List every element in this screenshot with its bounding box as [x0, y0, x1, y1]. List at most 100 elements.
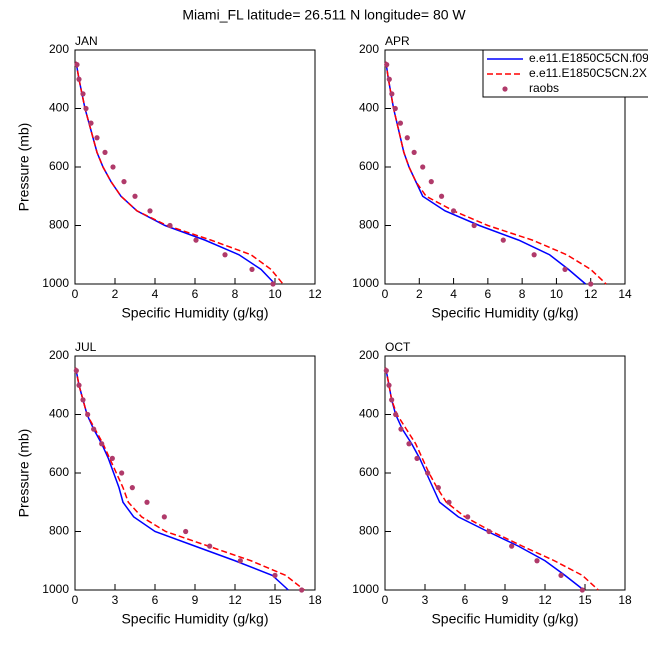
x-tick-label: 9	[192, 593, 199, 607]
observation-point	[588, 281, 594, 287]
observation-point	[450, 208, 457, 214]
observation-point	[420, 164, 426, 170]
y-tick-label: 600	[359, 159, 379, 173]
observation-point	[411, 149, 417, 155]
observation-point	[110, 164, 116, 170]
x-axis-label: Specific Humidity (g/kg)	[431, 305, 578, 321]
observation-point	[183, 528, 189, 535]
observation-point	[392, 105, 398, 112]
observation-point	[119, 470, 125, 476]
observation-point	[167, 222, 173, 229]
y-tick-label: 200	[49, 42, 69, 56]
x-tick-label: 12	[538, 593, 552, 607]
observation-point	[272, 572, 278, 578]
observation-point	[435, 485, 441, 491]
x-tick-label: 6	[462, 593, 469, 607]
observation-point	[249, 266, 255, 272]
observation-point	[237, 558, 243, 564]
x-tick-label: 6	[192, 287, 199, 301]
observation-point	[76, 76, 82, 82]
x-tick-label: 8	[232, 287, 239, 301]
x-tick-label: 10	[550, 287, 564, 301]
x-tick-label: 3	[112, 593, 119, 607]
profile-line	[385, 61, 607, 285]
panel-title: APR	[385, 34, 410, 48]
x-tick-label: 18	[308, 593, 322, 607]
x-tick-label: 8	[519, 287, 526, 301]
y-tick-label: 1000	[352, 276, 379, 290]
y-tick-label: 200	[359, 42, 379, 56]
y-axis-label: Pressure (mb)	[16, 123, 32, 212]
observation-point	[509, 543, 515, 549]
x-tick-label: 15	[268, 593, 282, 607]
observation-point	[73, 368, 79, 374]
observation-point	[562, 266, 568, 272]
x-tick-label: 6	[152, 593, 159, 607]
observation-point	[406, 441, 412, 447]
y-tick-label: 400	[359, 407, 379, 421]
observation-point	[85, 411, 91, 418]
panel: JAN 0 2 4 6 8 10 12 200 400 600 800 1000 Specific Hum…	[16, 34, 322, 321]
observation-point	[438, 193, 445, 199]
x-tick-label: 9	[502, 593, 509, 607]
observation-point	[99, 441, 105, 447]
observation-point	[531, 252, 537, 258]
y-tick-label: 1000	[352, 582, 379, 596]
x-tick-label: 12	[584, 287, 598, 301]
observation-point	[94, 135, 100, 141]
y-tick-label: 600	[359, 465, 379, 479]
observation-point	[222, 252, 228, 258]
legend-label: raobs	[529, 81, 559, 95]
x-tick-label: 4	[450, 287, 457, 301]
profile-line	[384, 367, 599, 591]
x-tick-label: 12	[228, 593, 242, 607]
observation-point	[88, 120, 94, 126]
x-axis-label: Specific Humidity (g/kg)	[121, 305, 268, 321]
observation-point	[393, 411, 399, 418]
y-tick-label: 200	[359, 348, 379, 362]
y-axis-label: Pressure (mb)	[16, 429, 32, 518]
observation-point	[414, 455, 420, 461]
y-tick-label: 800	[49, 524, 69, 538]
x-tick-label: 14	[618, 287, 632, 301]
panel-title: JAN	[75, 34, 98, 48]
observation-point	[102, 149, 108, 155]
x-tick-label: 2	[416, 287, 423, 301]
panel: OCT 0 3 6 9 12 15 18 200 400 600 800 1000 Specific Hu…	[352, 340, 632, 627]
observation-point	[80, 397, 86, 403]
observation-point	[398, 426, 404, 432]
y-tick-label: 1000	[42, 276, 69, 290]
observation-point	[404, 135, 410, 141]
panel: JUL 0 3 6 9 12 15 18 200 400 600 800 1000 Specific Hu…	[16, 340, 322, 627]
x-axis-label: Specific Humidity (g/kg)	[431, 611, 578, 627]
observation-point	[80, 91, 86, 97]
panel: APR 0 2 4 6 8 10 12 14 200 400 600 800 1000 Specific H…	[352, 34, 648, 321]
observation-point	[397, 120, 404, 126]
x-tick-label: 0	[382, 287, 389, 301]
y-tick-label: 600	[49, 159, 69, 173]
observation-point	[471, 222, 477, 229]
x-tick-label: 3	[422, 593, 429, 607]
y-tick-label: 400	[359, 101, 379, 115]
figure-title: Miami_FL latitude= 26.511 N longitude= 8…	[182, 7, 466, 23]
observation-point	[389, 91, 395, 97]
observation-point	[486, 528, 492, 535]
x-tick-label: 18	[618, 593, 632, 607]
observation-point	[109, 455, 115, 461]
observation-point	[534, 558, 540, 564]
observation-point	[389, 397, 395, 403]
y-tick-label: 600	[49, 465, 69, 479]
profile-line	[75, 61, 284, 285]
x-tick-label: 2	[112, 287, 119, 301]
x-tick-label: 4	[152, 287, 159, 301]
x-axis-label: Specific Humidity (g/kg)	[121, 611, 268, 627]
y-tick-label: 800	[49, 218, 69, 232]
y-tick-label: 800	[359, 524, 379, 538]
observation-point	[76, 382, 82, 388]
observation-point	[384, 62, 390, 68]
x-tick-label: 0	[382, 593, 389, 607]
legend: e.e11.E1850C5CN.f09e.e11.E1850C5CN.2Xrao…	[482, 49, 648, 98]
observation-point	[74, 62, 80, 68]
